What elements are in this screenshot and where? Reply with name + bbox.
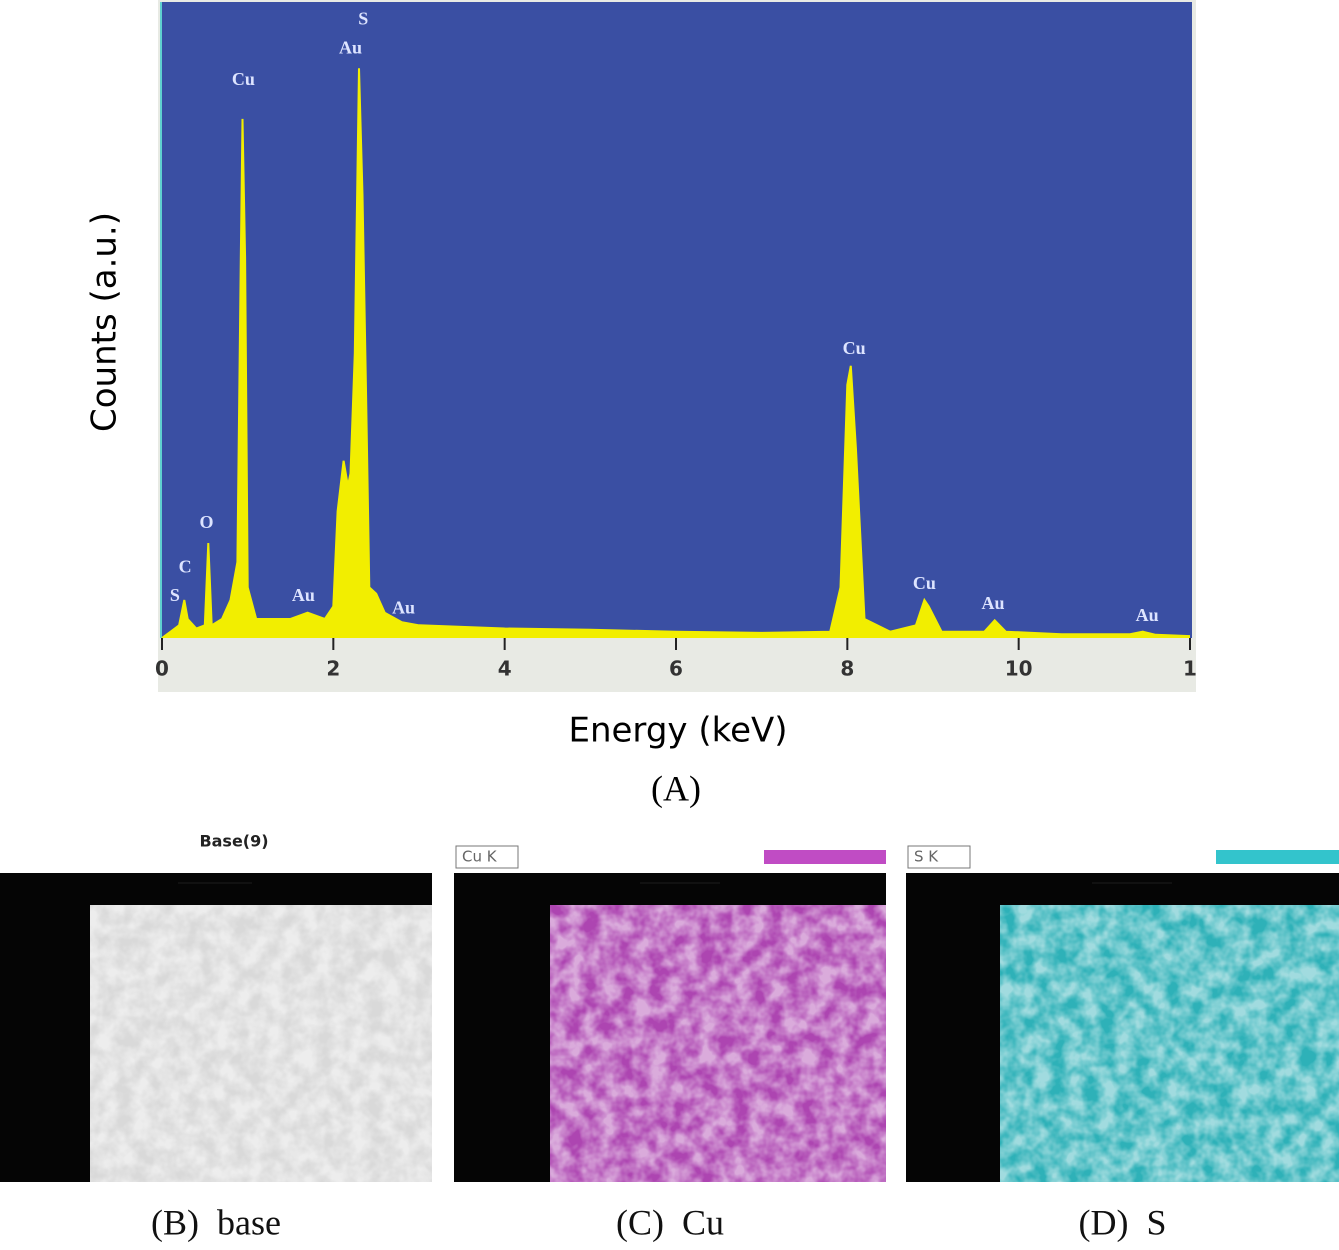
map-texture: [550, 905, 886, 1182]
peak-label: O: [200, 512, 214, 532]
peak-label: Cu: [843, 338, 866, 358]
peak-label: S: [170, 585, 180, 605]
peak-label: Au: [392, 598, 415, 618]
map-label: S K: [914, 848, 939, 866]
x-tick-label: 6: [669, 657, 683, 681]
peak-label: Au: [981, 593, 1004, 613]
y-axis-label: Counts (a.u.): [85, 212, 125, 432]
map-texture: [90, 905, 432, 1182]
peak-label: Cu: [232, 69, 255, 89]
x-tick-label: 10: [1005, 657, 1033, 681]
spectrum-line: [161, 68, 1191, 639]
map-panel: Cu K (C) Cu: [454, 845, 886, 1242]
plot-background: [160, 2, 1192, 638]
x-tick-label: 2: [326, 657, 340, 681]
x-tick-label: 1: [1183, 657, 1197, 681]
panel-caption: (D) S: [1079, 1202, 1167, 1242]
map-texture: [1000, 905, 1339, 1182]
peak-label: Au: [1136, 605, 1159, 625]
x-tick-label: 0: [155, 657, 169, 681]
peak-label: Cu: [913, 573, 936, 593]
peak-label: Au: [292, 585, 315, 605]
peak-label: Au: [339, 37, 362, 57]
map-label-box: [907, 845, 971, 869]
map-label: Cu K: [462, 848, 498, 866]
panel-caption: (B) base: [151, 1202, 281, 1242]
color-scale: [764, 850, 886, 864]
peak-label: C: [179, 556, 192, 576]
x-tick-label: 8: [840, 657, 854, 681]
map-panel: S K (D) S: [906, 845, 1339, 1242]
map-label-box: [455, 845, 519, 869]
panel-caption: (C) Cu: [616, 1202, 724, 1242]
figure-label: (A): [651, 768, 701, 808]
map-panel: Base(9) (B) base: [0, 832, 432, 1242]
map-label: Base(9): [199, 832, 268, 851]
peak-label: S: [358, 8, 368, 28]
x-tick-label: 4: [498, 657, 512, 681]
x-axis-label: Energy (keV): [568, 711, 787, 751]
color-scale: [1216, 850, 1339, 864]
